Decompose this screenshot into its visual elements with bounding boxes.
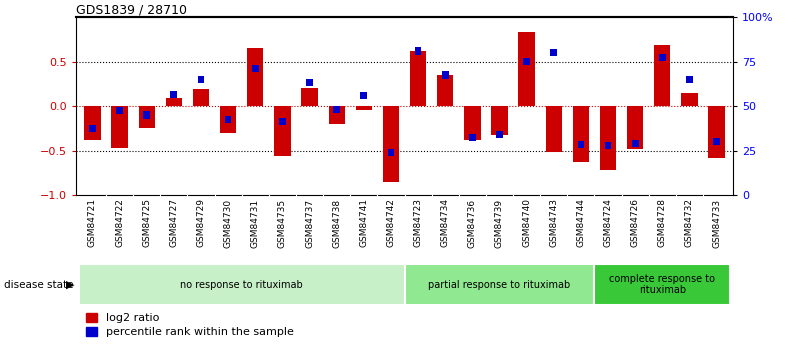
Text: GSM84742: GSM84742 [386,198,396,247]
Text: GSM84728: GSM84728 [658,198,667,247]
Text: GSM84737: GSM84737 [305,198,314,247]
Text: ▶: ▶ [66,280,74,289]
Bar [600,106,616,170]
Text: GSM84732: GSM84732 [685,198,694,247]
Text: GSM84739: GSM84739 [495,198,504,247]
Text: GSM84725: GSM84725 [142,198,151,247]
Bar [139,106,155,128]
Text: GSM84733: GSM84733 [712,198,721,247]
Text: GDS1839 / 28710: GDS1839 / 28710 [76,3,187,16]
Bar [193,89,209,106]
Bar [388,149,394,156]
Bar [306,79,313,86]
Text: GSM84731: GSM84731 [251,198,260,247]
Bar [143,111,150,119]
Text: disease state: disease state [4,280,74,289]
Bar [442,71,449,79]
Text: GSM84734: GSM84734 [441,198,449,247]
Text: GSM84730: GSM84730 [223,198,232,247]
Text: GSM84729: GSM84729 [196,198,205,247]
Bar [578,141,584,148]
Bar [437,75,453,106]
Bar [301,88,318,106]
Bar [594,264,731,305]
Bar [469,134,476,141]
Text: GSM84741: GSM84741 [360,198,368,247]
Bar [654,45,670,106]
Bar [659,54,666,61]
Text: partial response to rituximab: partial response to rituximab [429,280,570,289]
Bar [682,93,698,106]
Bar [383,106,399,181]
Bar [518,32,535,106]
Bar [545,106,562,152]
Bar [89,125,96,132]
Text: GSM84736: GSM84736 [468,198,477,247]
Bar [415,48,421,55]
Bar [328,106,344,124]
Bar [220,106,236,133]
Bar [274,106,291,156]
Bar [713,138,720,145]
Bar [84,106,100,140]
Bar [360,92,367,99]
Text: GSM84738: GSM84738 [332,198,341,247]
Bar [405,264,594,305]
Text: complete response to
rituximab: complete response to rituximab [610,274,715,295]
Bar [709,106,725,158]
Bar [247,48,264,106]
Bar [491,106,508,135]
Text: GSM84726: GSM84726 [630,198,640,247]
Bar [523,58,530,65]
Text: no response to rituximab: no response to rituximab [180,280,303,289]
Bar [116,107,123,114]
Bar [627,106,643,149]
Text: GSM84724: GSM84724 [604,198,613,247]
Bar [279,118,286,125]
Bar [166,98,182,106]
Bar [171,91,177,98]
Text: GSM84743: GSM84743 [549,198,558,247]
Bar [356,106,372,110]
Text: GSM84727: GSM84727 [169,198,179,247]
Bar [410,51,426,106]
Text: GSM84723: GSM84723 [413,198,423,247]
Bar [573,106,589,162]
Bar [333,106,340,113]
Bar [496,131,503,138]
Text: GSM84721: GSM84721 [88,198,97,247]
Bar [225,116,231,123]
Text: GSM84735: GSM84735 [278,198,287,247]
Bar [252,65,259,72]
Bar [550,49,557,56]
Text: GSM84722: GSM84722 [115,198,124,247]
Bar [198,76,204,83]
Legend: log2 ratio, percentile rank within the sample: log2 ratio, percentile rank within the s… [82,309,299,342]
Text: GSM84740: GSM84740 [522,198,531,247]
Bar [632,140,638,147]
Bar [686,76,693,83]
Bar [78,264,405,305]
Bar [605,141,611,149]
Bar [465,106,481,140]
Text: GSM84744: GSM84744 [577,198,586,247]
Bar [111,106,127,148]
